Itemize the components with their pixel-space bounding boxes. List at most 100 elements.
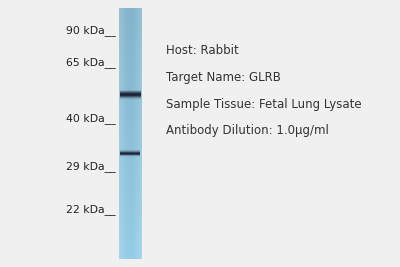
Bar: [119, 115, 142, 116]
Bar: [119, 9, 142, 10]
Bar: [120, 99, 141, 100]
Bar: [119, 245, 142, 246]
Bar: [119, 84, 142, 85]
Bar: [119, 160, 142, 161]
Bar: [120, 85, 141, 86]
Bar: [120, 154, 140, 155]
Bar: [119, 104, 142, 105]
Bar: [119, 240, 142, 241]
Bar: [119, 40, 142, 41]
Bar: [119, 89, 142, 90]
Bar: [119, 251, 142, 252]
Bar: [119, 180, 142, 181]
Bar: [119, 131, 142, 132]
Bar: [119, 26, 142, 27]
Bar: [119, 70, 142, 72]
Bar: [119, 234, 142, 235]
Bar: [119, 82, 142, 83]
Bar: [119, 209, 142, 210]
Bar: [119, 28, 142, 29]
Bar: [119, 137, 142, 138]
Bar: [120, 152, 140, 153]
Bar: [119, 38, 142, 39]
Bar: [119, 204, 142, 205]
Bar: [119, 217, 142, 218]
Bar: [120, 92, 141, 93]
Bar: [119, 167, 142, 168]
Bar: [119, 119, 142, 120]
Bar: [119, 45, 142, 46]
Text: 29 kDa__: 29 kDa__: [66, 162, 115, 172]
Bar: [119, 79, 142, 80]
Bar: [119, 54, 142, 55]
Bar: [119, 44, 142, 45]
Bar: [120, 88, 141, 89]
Bar: [120, 156, 140, 157]
Bar: [120, 86, 141, 87]
Bar: [119, 96, 142, 97]
Bar: [119, 177, 142, 178]
Bar: [119, 87, 142, 88]
Bar: [119, 25, 142, 26]
Bar: [119, 246, 142, 247]
Bar: [120, 147, 140, 148]
Bar: [119, 238, 142, 239]
Bar: [119, 239, 142, 241]
Bar: [119, 147, 142, 148]
Bar: [119, 192, 142, 193]
Bar: [119, 167, 142, 169]
Bar: [119, 128, 142, 129]
Bar: [119, 195, 142, 196]
Bar: [120, 100, 141, 101]
Bar: [119, 39, 142, 40]
Bar: [119, 215, 142, 216]
Bar: [119, 252, 142, 253]
Bar: [120, 90, 141, 91]
Bar: [119, 105, 142, 106]
Bar: [119, 183, 142, 184]
Bar: [119, 80, 142, 81]
Text: Target Name: GLRB: Target Name: GLRB: [166, 71, 281, 84]
Bar: [119, 222, 142, 223]
Bar: [119, 163, 142, 164]
Bar: [120, 101, 141, 102]
Bar: [120, 155, 140, 156]
Bar: [119, 219, 142, 221]
Bar: [119, 254, 142, 255]
Bar: [119, 76, 142, 77]
Bar: [119, 233, 142, 234]
Bar: [119, 202, 142, 203]
Bar: [119, 158, 142, 159]
Bar: [119, 130, 142, 131]
Bar: [119, 200, 142, 201]
Bar: [119, 70, 142, 71]
Bar: [119, 159, 142, 160]
Bar: [119, 78, 142, 79]
Bar: [119, 57, 142, 58]
Bar: [119, 129, 142, 130]
Bar: [119, 201, 142, 202]
Bar: [119, 186, 142, 187]
Bar: [119, 34, 142, 35]
Bar: [119, 65, 142, 66]
Bar: [119, 72, 142, 73]
Bar: [119, 41, 142, 42]
Bar: [120, 148, 140, 149]
Bar: [119, 65, 142, 66]
Bar: [119, 97, 142, 98]
Bar: [119, 14, 142, 15]
Bar: [119, 191, 142, 192]
Bar: [119, 189, 142, 190]
Bar: [119, 19, 142, 20]
Bar: [119, 150, 142, 151]
Bar: [120, 151, 140, 152]
Bar: [120, 158, 140, 159]
Bar: [119, 141, 142, 142]
Bar: [119, 187, 142, 188]
Bar: [119, 142, 142, 143]
Bar: [119, 107, 142, 108]
Bar: [119, 120, 142, 121]
Bar: [119, 127, 142, 128]
Bar: [120, 94, 141, 95]
Bar: [119, 64, 142, 65]
